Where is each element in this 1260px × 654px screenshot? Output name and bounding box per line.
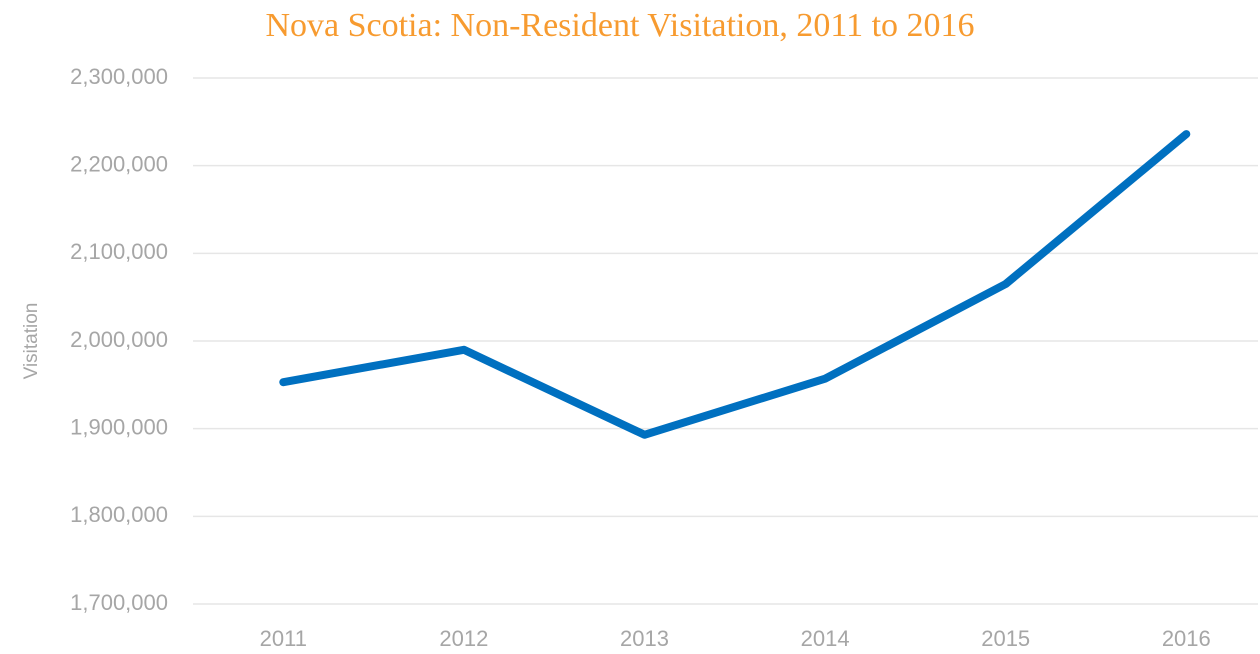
y-tick-label: 1,800,000 [70, 502, 168, 527]
x-tick-label: 2013 [620, 626, 669, 651]
x-tick-label: 2014 [801, 626, 850, 651]
data-line [279, 130, 1191, 439]
y-tick-label: 2,000,000 [70, 327, 168, 352]
x-tick-label: 2015 [981, 626, 1030, 651]
chart-title: Nova Scotia: Non-Resident Visitation, 20… [265, 7, 974, 44]
y-axis-label: Visitation [21, 303, 42, 380]
x-tick-label: 2012 [439, 626, 488, 651]
x-tick-label: 2011 [260, 626, 307, 651]
y-tick-label: 2,200,000 [70, 151, 168, 176]
y-tick-label: 1,700,000 [70, 590, 168, 615]
x-tick-label: 2016 [1162, 626, 1211, 651]
y-tick-label: 1,900,000 [70, 414, 168, 439]
y-tick-label: 2,300,000 [70, 64, 168, 89]
y-tick-label: 2,100,000 [70, 239, 168, 264]
